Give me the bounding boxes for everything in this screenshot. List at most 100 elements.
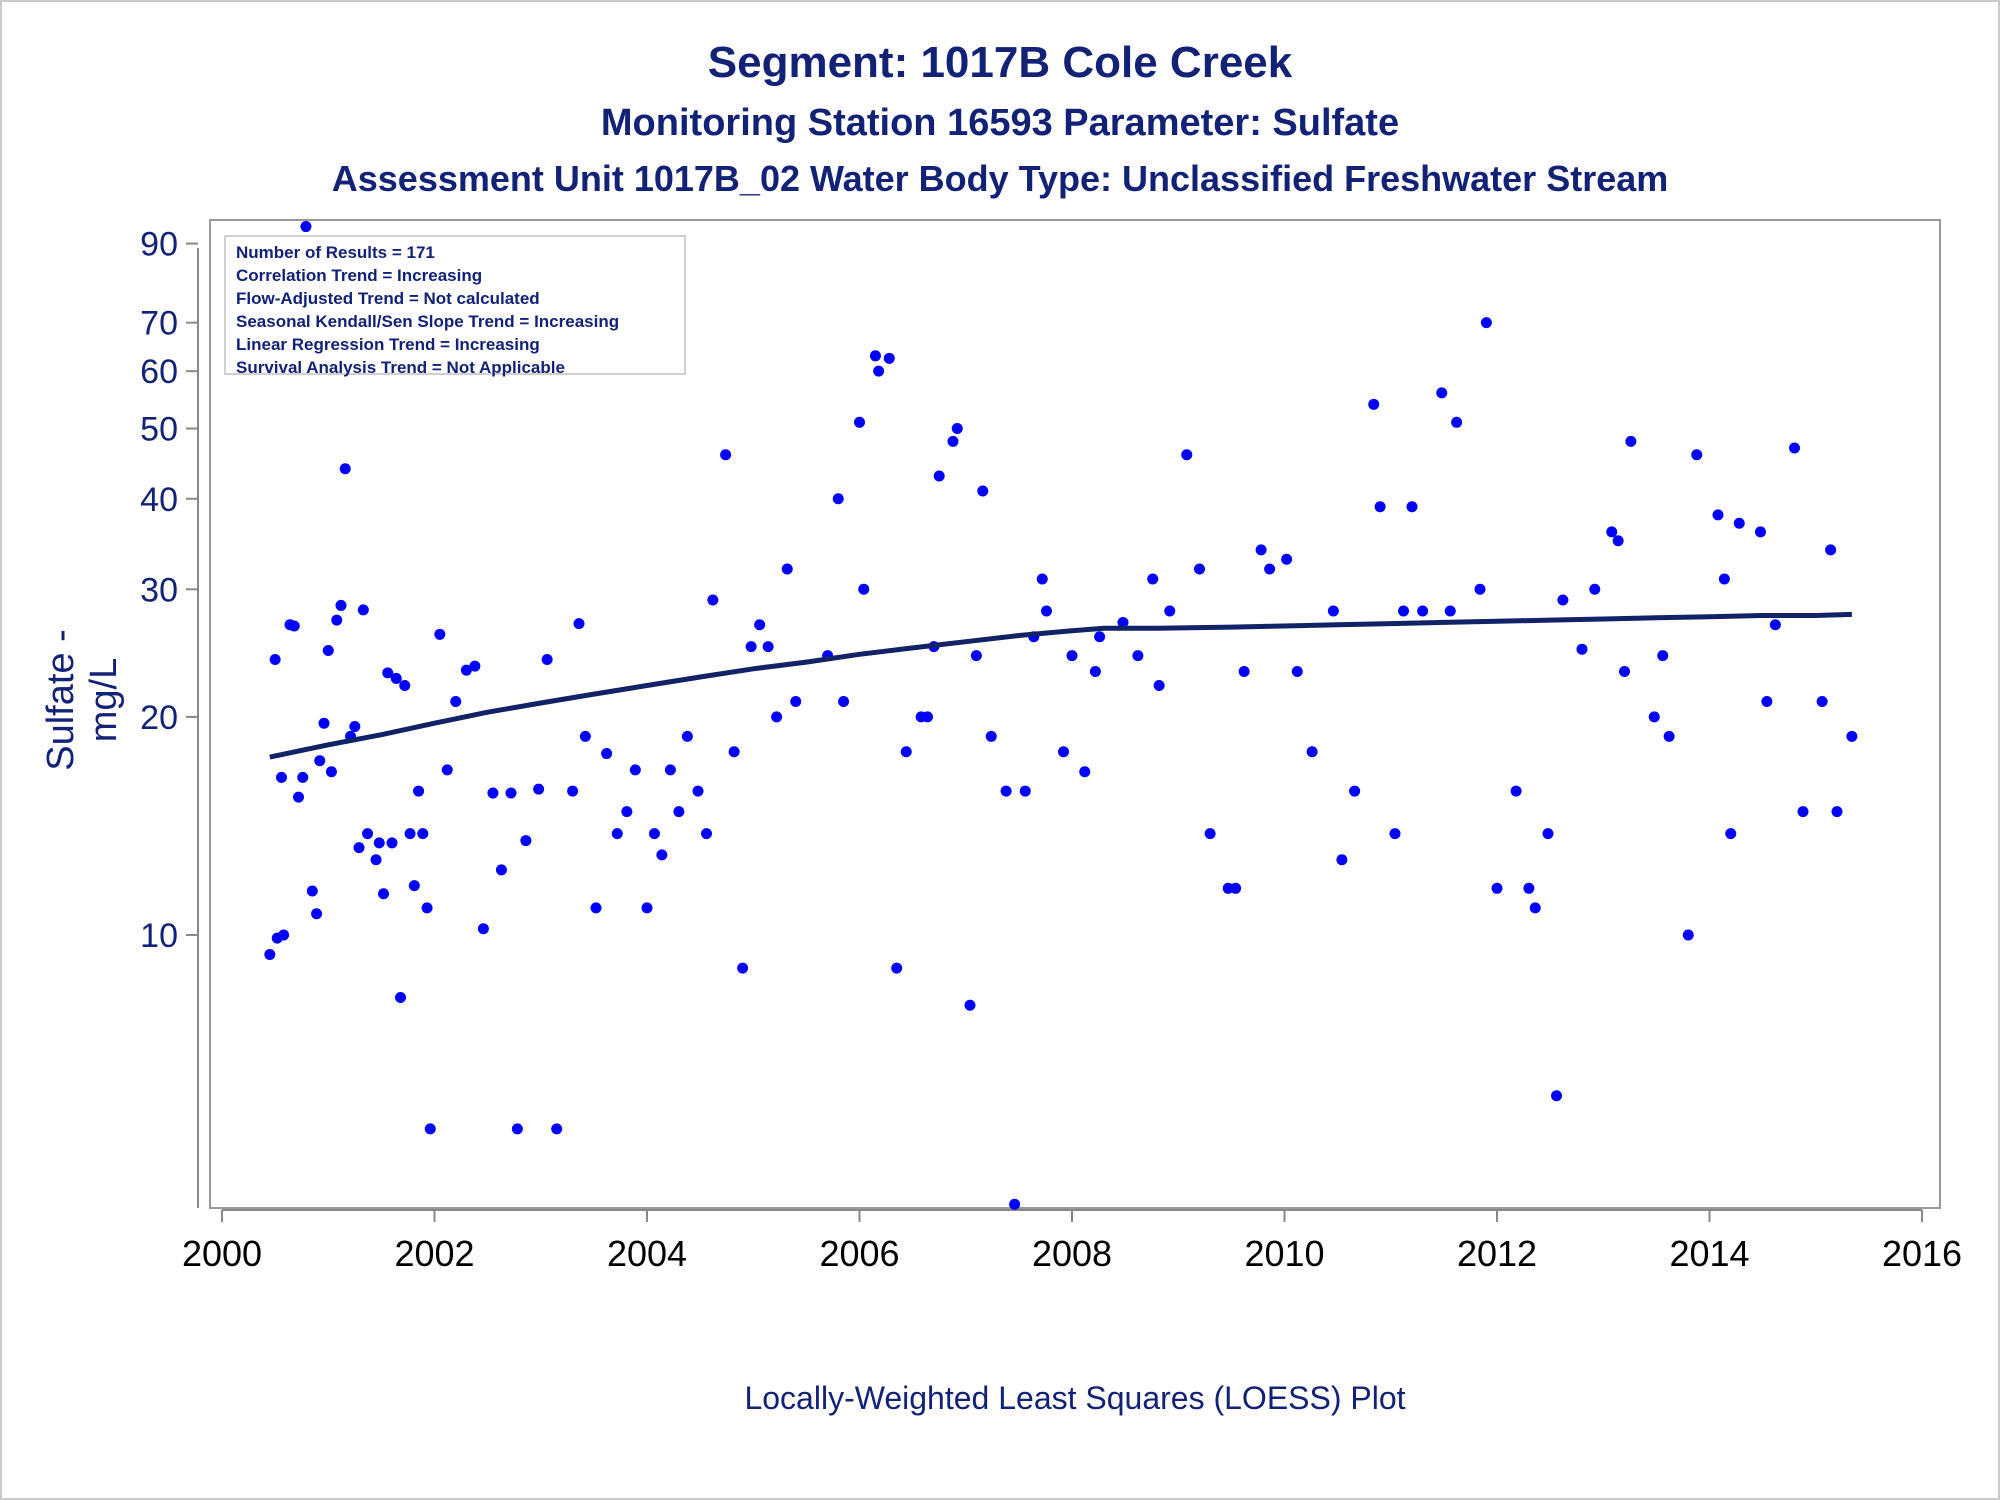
y-tick-label: 60 [140, 353, 178, 391]
data-point [1349, 785, 1361, 797]
data-point [533, 783, 545, 795]
x-tick-label: 2012 [1457, 1233, 1537, 1274]
data-point [1657, 650, 1669, 662]
data-point [1041, 605, 1052, 617]
data-point [399, 679, 411, 691]
data-point [573, 618, 585, 630]
data-point [322, 644, 334, 656]
data-point [318, 717, 330, 729]
data-point [1625, 435, 1637, 447]
data-point [1147, 573, 1159, 585]
data-point [701, 828, 712, 840]
data-point [985, 730, 997, 742]
data-point [590, 902, 602, 914]
data-point [891, 962, 903, 974]
data-point [386, 837, 398, 849]
data-point [441, 764, 453, 776]
y-tick-label: 50 [140, 411, 178, 449]
data-point [1255, 544, 1267, 556]
data-point [378, 888, 389, 900]
data-point [306, 885, 318, 897]
data-point [873, 365, 885, 377]
data-point [1682, 929, 1694, 941]
data-point [1451, 416, 1463, 428]
data-point [1557, 594, 1569, 606]
data-point [754, 619, 766, 631]
data-point [1306, 746, 1318, 758]
data-point [1089, 666, 1101, 678]
data-point [382, 667, 394, 679]
data-point [505, 787, 517, 799]
data-point [460, 664, 472, 676]
data-point [1606, 526, 1618, 538]
data-point [353, 842, 365, 854]
data-point [1058, 746, 1069, 758]
data-point [424, 1123, 436, 1135]
data-point [1612, 535, 1624, 547]
data-point [1712, 509, 1724, 521]
chart-subtitle-station: Monitoring Station 16593 Parameter: Sulf… [600, 102, 1400, 144]
data-point [434, 628, 446, 640]
data-point [771, 711, 783, 723]
data-point [1648, 711, 1660, 723]
y-axis-label: Sulfate - mg/L [40, 629, 125, 771]
stats-flow-adjusted-trend: Flow-Adjusted Trend = Not calculated [236, 289, 540, 308]
data-point [325, 766, 337, 778]
data-point [1230, 882, 1242, 894]
x-tick-label: 2000 [182, 1233, 262, 1274]
data-point [1663, 730, 1675, 742]
data-point [1825, 544, 1837, 556]
data-point [869, 350, 881, 362]
x-tick-label: 2014 [1669, 1233, 1749, 1274]
data-point [707, 594, 719, 606]
data-point [1523, 882, 1535, 894]
data-point [1094, 631, 1106, 643]
data-point [1066, 650, 1078, 662]
loess-trend-line [269, 611, 1852, 760]
data-point [276, 771, 287, 783]
data-point [1444, 605, 1456, 617]
data-point [1019, 785, 1031, 797]
data-point [314, 755, 326, 767]
data-point [970, 650, 982, 662]
data-point [1164, 605, 1176, 617]
data-point [1181, 449, 1193, 461]
data-point [947, 435, 959, 447]
data-point [1576, 643, 1588, 655]
data-point [951, 423, 963, 435]
data-point [404, 828, 416, 840]
data-point [487, 787, 499, 799]
y-tick-label: 30 [140, 571, 178, 609]
data-point [854, 416, 865, 428]
data-point [331, 614, 343, 626]
data-point [1589, 583, 1601, 595]
data-point [1281, 553, 1293, 565]
data-point [629, 764, 641, 776]
data-point [579, 730, 591, 742]
x-tick-label: 2002 [394, 1233, 474, 1274]
stats-linear-regression-trend: Linear Regression Trend = Increasing [236, 335, 540, 354]
stats-survival-analysis-trend: Survival Analysis Trend = Not Applicable [236, 358, 565, 377]
data-point [728, 746, 740, 758]
data-point [790, 696, 802, 708]
data-point [611, 828, 623, 840]
data-point [737, 962, 749, 974]
data-point [762, 641, 774, 653]
data-point [362, 828, 374, 840]
data-point [692, 785, 704, 797]
data-point [1406, 501, 1418, 513]
data-point [541, 654, 553, 666]
chart-title: Segment: 1017B Cole Creek [707, 38, 1293, 87]
data-point [477, 923, 489, 935]
data-point [1831, 806, 1843, 818]
data-point [495, 864, 507, 876]
data-point [1755, 526, 1766, 538]
data-point [1374, 501, 1386, 513]
data-point [1718, 573, 1730, 585]
data-point [390, 672, 402, 684]
data-point [339, 463, 351, 475]
data-point [1510, 785, 1522, 797]
data-point [745, 641, 757, 653]
data-point [335, 599, 347, 611]
